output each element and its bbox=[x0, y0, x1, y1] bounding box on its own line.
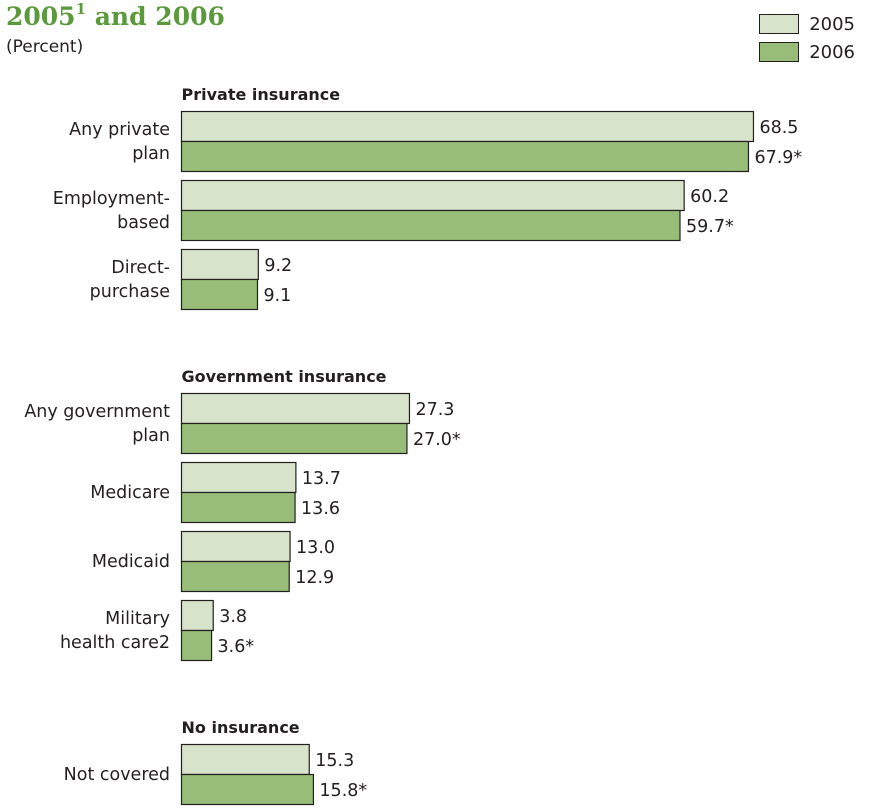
bar-2006 bbox=[180, 491, 296, 524]
section-title: Private insurance bbox=[182, 85, 341, 104]
title-rest: and 2006 bbox=[86, 2, 225, 31]
legend-item-2005: 2005 bbox=[759, 10, 855, 38]
category-label: plan bbox=[132, 426, 170, 446]
data-label: 27.3 bbox=[415, 400, 454, 420]
data-label: 3.8 bbox=[219, 607, 247, 627]
data-label: 15.8* bbox=[319, 781, 367, 801]
data-label: 13.0 bbox=[296, 538, 335, 558]
bar-2006 bbox=[180, 140, 750, 173]
category-label: Any private bbox=[69, 120, 170, 140]
legend-swatch-2005 bbox=[759, 14, 800, 34]
bar-2005 bbox=[180, 743, 310, 776]
data-label: 3.6* bbox=[218, 637, 255, 657]
data-label: 13.6 bbox=[301, 499, 340, 519]
bar-2005 bbox=[180, 599, 214, 632]
bar-2006 bbox=[180, 278, 259, 311]
category-label: Direct- bbox=[111, 258, 170, 278]
legend-label-2005: 2005 bbox=[809, 13, 855, 35]
category-label: Medicaid bbox=[92, 552, 170, 572]
category-label: Military bbox=[105, 609, 170, 629]
bar-2006 bbox=[180, 773, 315, 806]
bar-2005 bbox=[180, 179, 685, 212]
category-label: health care2 bbox=[60, 633, 170, 653]
category-label: plan bbox=[132, 144, 170, 164]
title-footnote-mark: 1 bbox=[75, 0, 87, 18]
category-label: Employment- bbox=[53, 189, 170, 209]
data-label: 13.7 bbox=[302, 469, 341, 489]
bar-2005 bbox=[180, 248, 259, 281]
data-label: 27.0* bbox=[413, 430, 461, 450]
category-label: based bbox=[117, 213, 170, 233]
data-label: 15.3 bbox=[315, 751, 354, 771]
bar-2005 bbox=[180, 530, 291, 563]
data-label: 68.5 bbox=[759, 118, 798, 138]
bar-2006 bbox=[180, 560, 290, 593]
legend-label-2006: 2006 bbox=[809, 41, 855, 63]
section-title: No insurance bbox=[182, 718, 300, 737]
data-label: 60.2 bbox=[690, 187, 729, 207]
data-label: 9.2 bbox=[264, 256, 292, 276]
chart-title: 20051 and 2006 bbox=[6, 0, 225, 31]
category-label: Any government bbox=[24, 402, 170, 422]
bar-2006 bbox=[180, 209, 681, 242]
bar-2006 bbox=[180, 629, 213, 662]
chart-subtitle: (Percent) bbox=[6, 37, 84, 57]
data-label: 59.7* bbox=[686, 217, 734, 237]
title-year: 2005 bbox=[6, 2, 76, 31]
category-label: Medicare bbox=[90, 483, 170, 503]
category-label: purchase bbox=[90, 282, 170, 302]
category-label: Not covered bbox=[64, 765, 170, 785]
bar-2006 bbox=[180, 422, 408, 455]
bar-2005 bbox=[180, 392, 411, 425]
data-label: 67.9* bbox=[754, 148, 802, 168]
legend: 2005 2006 bbox=[759, 10, 855, 66]
data-label: 9.1 bbox=[263, 286, 291, 306]
legend-item-2006: 2006 bbox=[759, 38, 855, 66]
bar-2005 bbox=[180, 461, 297, 494]
bar-2005 bbox=[180, 110, 755, 143]
legend-swatch-2006 bbox=[759, 42, 800, 62]
data-label: 12.9 bbox=[295, 568, 334, 588]
section-title: Government insurance bbox=[182, 367, 387, 386]
